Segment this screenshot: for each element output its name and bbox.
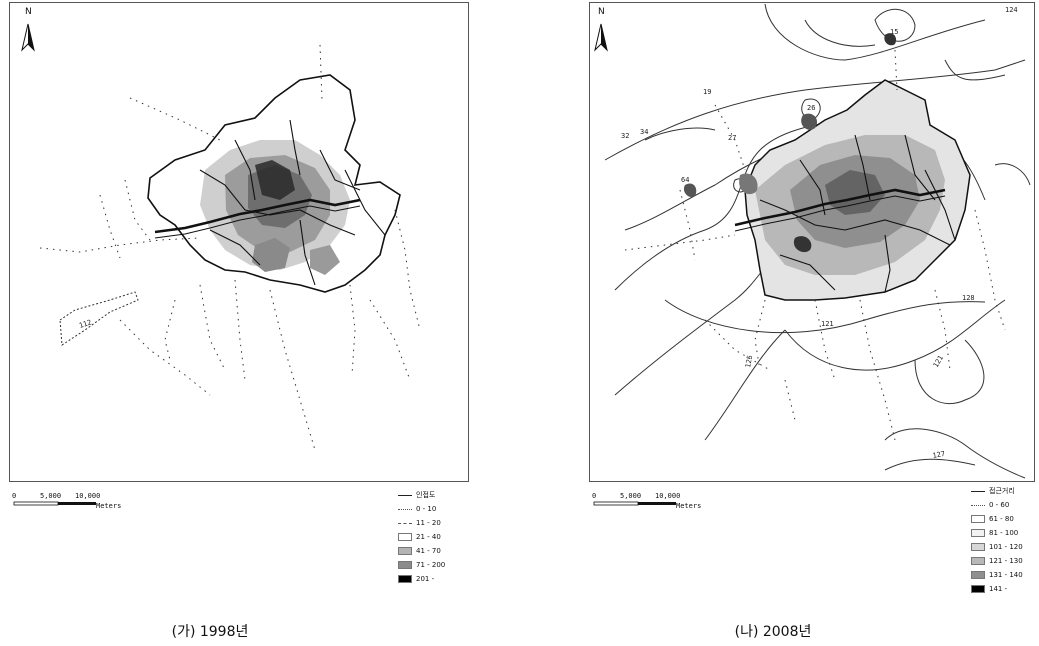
legend-item: 141 - <box>971 582 1023 596</box>
contour-label: 32 <box>621 132 629 140</box>
seoul-region <box>147 74 401 293</box>
map-legend: 인접도 0 - 10 11 - 20 21 - 40 41 - 70 71 - 200 20… <box>398 488 445 586</box>
north-label: N <box>598 7 605 17</box>
legend-swatch <box>971 585 985 593</box>
legend-swatch <box>971 557 985 565</box>
north-arrow-icon <box>21 23 35 52</box>
scale-bar <box>593 501 676 506</box>
legend-swatch <box>971 543 985 551</box>
scale-bar <box>13 501 96 506</box>
contour-label: 125 <box>744 354 754 368</box>
transit-routes <box>624 49 1006 441</box>
contour-label: 19 <box>703 88 711 96</box>
legend-label: 101 - 120 <box>989 543 1023 551</box>
legend-item: 201 - <box>398 572 445 586</box>
legend-label: 81 - 100 <box>989 529 1019 537</box>
legend-item: 101 - 120 <box>971 540 1023 554</box>
north-arrow-icon <box>594 23 608 52</box>
outlying-area <box>59 291 139 346</box>
legend-swatch <box>398 522 412 524</box>
contour-label: 112 <box>78 318 93 330</box>
legend-item: 71 - 200 <box>398 558 445 572</box>
legend-label: 41 - 70 <box>416 547 441 555</box>
map-canvas: 112 <box>13 23 421 506</box>
scale-label-5000: 5,000 <box>40 492 62 500</box>
legend-label: 0 - 10 <box>416 505 437 513</box>
north-label: N <box>25 7 32 17</box>
scale-unit: Meters <box>676 502 702 510</box>
caption-1998: (가) 1998년 <box>171 624 249 640</box>
scale-unit: Meters <box>96 502 122 510</box>
contour-label: 27 <box>728 134 736 142</box>
contour-label: 26 <box>807 104 815 112</box>
legend-item: 인접도 <box>398 488 445 502</box>
legend-label: 21 - 40 <box>416 533 441 541</box>
legend-item: 41 - 70 <box>398 544 445 558</box>
seoul-region <box>683 33 971 301</box>
legend-item: 0 - 60 <box>971 498 1023 512</box>
legend-label: 61 - 80 <box>989 515 1014 523</box>
map-legend: 접근거리 0 - 60 61 - 80 81 - 100 101 - 120 121 - … <box>971 484 1023 596</box>
legend-swatch <box>398 533 412 541</box>
legend-label: 121 - 130 <box>989 557 1023 565</box>
scale-label-10000: 10,000 <box>655 492 681 500</box>
scale-label-0: 0 <box>592 492 597 500</box>
contour-label: 121 <box>821 320 834 328</box>
legend-label: 201 - <box>416 575 435 583</box>
legend-label: 0 - 60 <box>989 501 1010 509</box>
contour-label: 64 <box>681 176 689 184</box>
legend-label: 11 - 20 <box>416 519 441 527</box>
legend-swatch <box>971 515 985 523</box>
legend-swatch <box>398 508 412 510</box>
legend-item: 61 - 80 <box>971 512 1023 526</box>
transit-routes <box>39 44 421 451</box>
contour-label: 124 <box>1005 6 1018 14</box>
legend-swatch <box>398 494 412 496</box>
map-panel-2008: 124 19 15 26 27 32 34 64 128 121 125 121… <box>585 0 1039 646</box>
legend-item: 접근거리 <box>971 484 1023 498</box>
scale-label-0: 0 <box>12 492 17 500</box>
contour-label: 15 <box>890 28 898 36</box>
legend-item: 11 - 20 <box>398 516 445 530</box>
contour-label: 121 <box>932 354 945 369</box>
contour-label: 34 <box>640 128 648 136</box>
contour-label: 128 <box>962 294 975 302</box>
scale-label-10000: 10,000 <box>75 492 101 500</box>
legend-label: 71 - 200 <box>416 561 446 569</box>
legend-swatch <box>398 561 412 569</box>
legend-swatch <box>398 547 412 555</box>
map-canvas: 124 19 15 26 27 32 34 64 128 121 125 121… <box>593 3 1031 506</box>
legend-item: 131 - 140 <box>971 568 1023 582</box>
legend-item: 121 - 130 <box>971 554 1023 568</box>
legend-item: 81 - 100 <box>971 526 1023 540</box>
legend-label: 접근거리 <box>989 487 1015 495</box>
legend-swatch <box>971 529 985 537</box>
map-panel-1998: 112 N 0 5,000 10,000 Meters 인접도 0 - 10 11 … <box>0 0 480 646</box>
contour-label: 127 <box>932 450 946 460</box>
legend-swatch <box>398 575 412 583</box>
caption-2008: (나) 2008년 <box>734 624 812 640</box>
legend-label: 인접도 <box>416 491 436 499</box>
legend-label: 141 - <box>989 585 1008 593</box>
legend-swatch <box>971 490 985 492</box>
legend-swatch <box>971 504 985 506</box>
legend-item: 0 - 10 <box>398 502 445 516</box>
scale-label-5000: 5,000 <box>620 492 642 500</box>
legend-item: 21 - 40 <box>398 530 445 544</box>
legend-swatch <box>971 571 985 579</box>
legend-label: 131 - 140 <box>989 571 1023 579</box>
